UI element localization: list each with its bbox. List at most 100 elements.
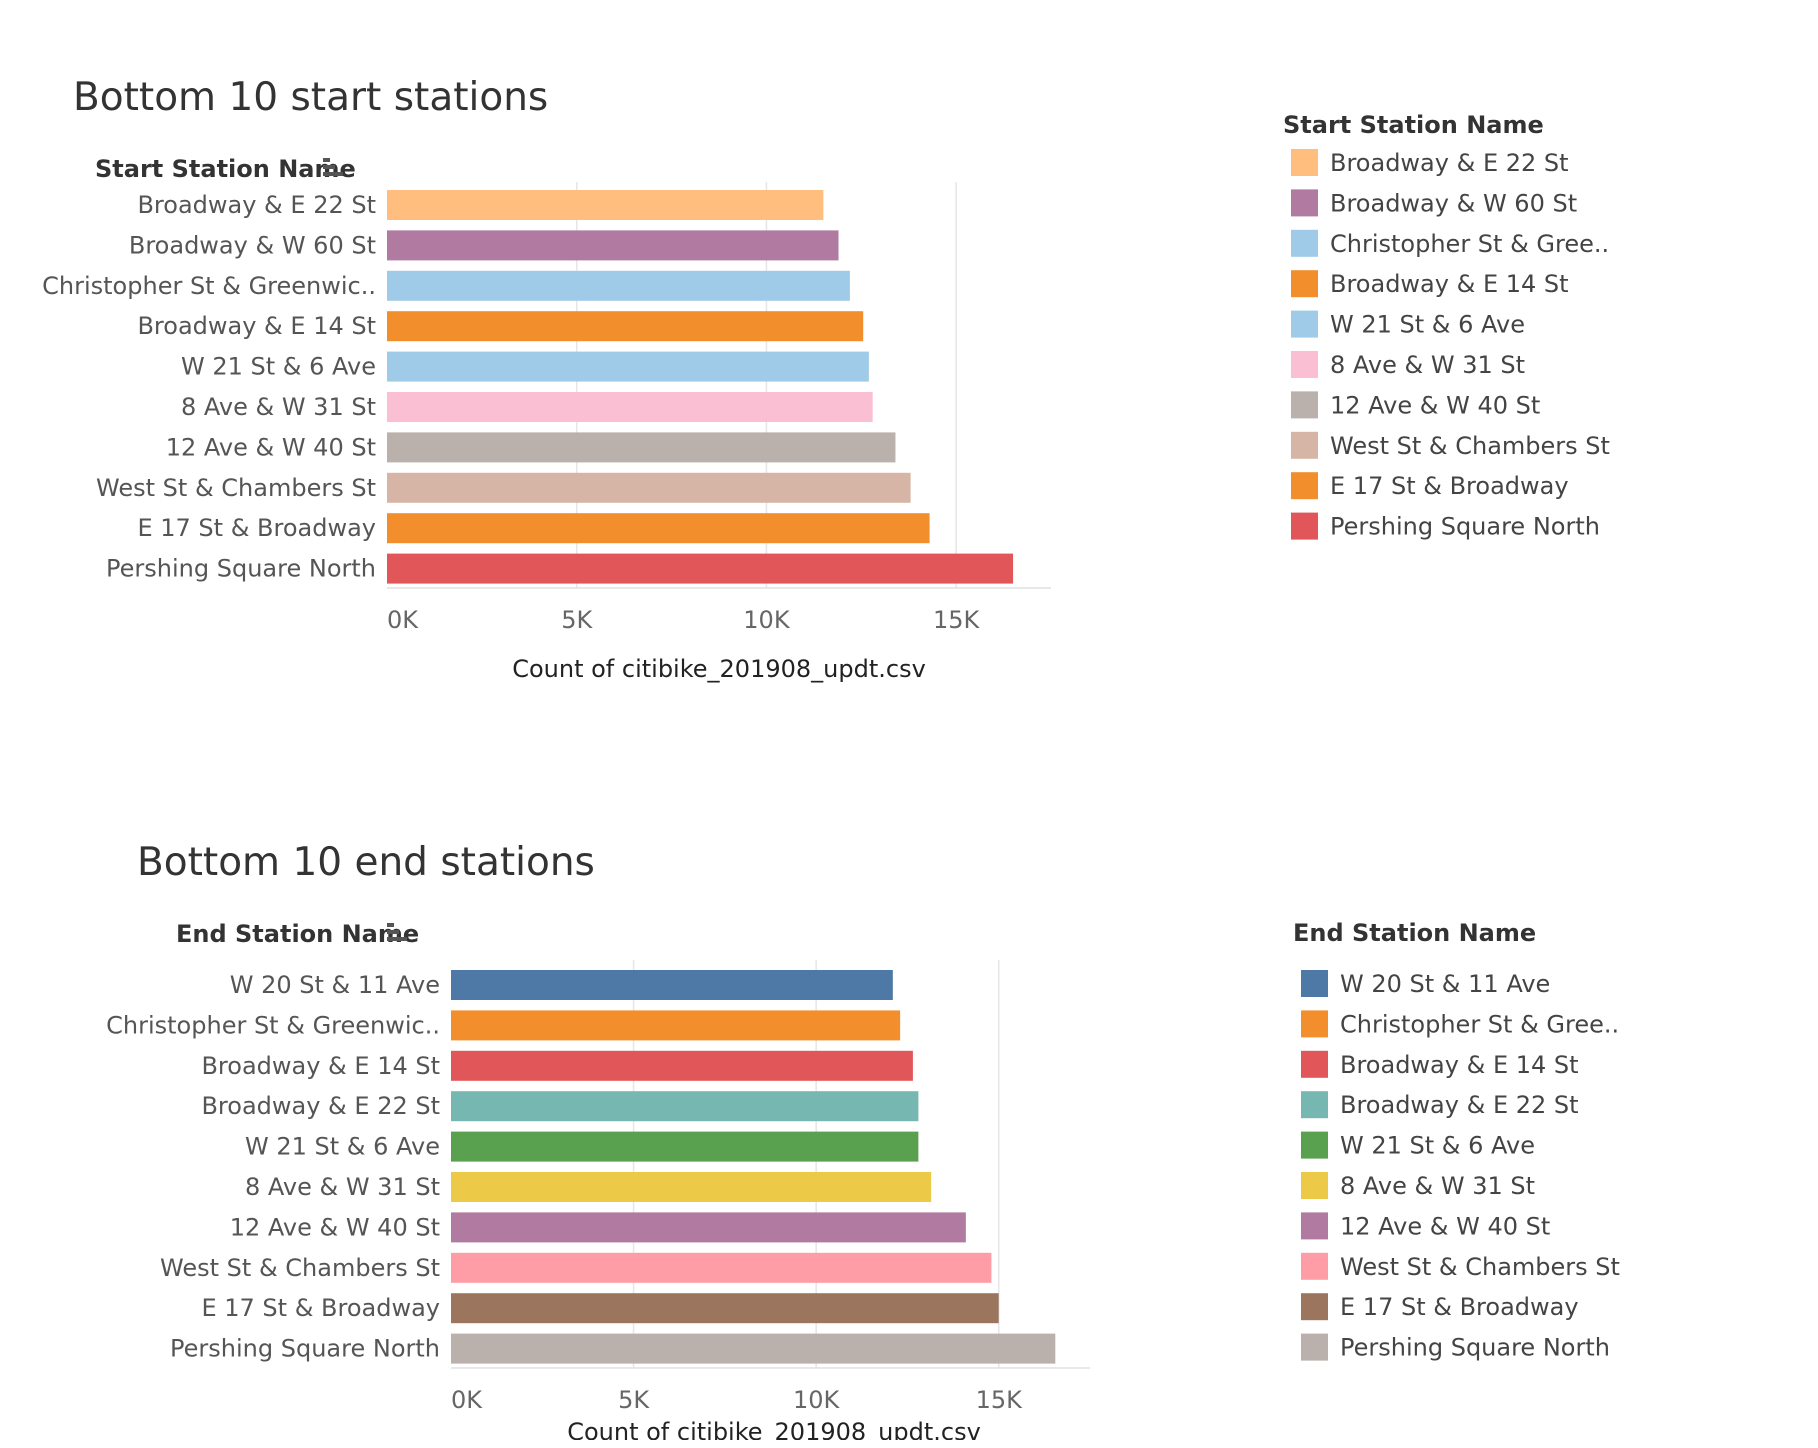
legend-swatch[interactable] — [1291, 149, 1318, 176]
bar[interactable] — [387, 392, 873, 422]
legend-label[interactable]: Pershing Square North — [1340, 1334, 1610, 1362]
legend-swatch[interactable] — [1291, 431, 1318, 459]
bars — [387, 190, 1014, 584]
x-tick-label: 10K — [743, 606, 791, 634]
category-label: 12 Ave & W 40 St — [230, 1213, 440, 1241]
category-label: West St & Chambers St — [96, 474, 376, 502]
category-label: Christopher St & Greenwic.. — [42, 272, 376, 300]
x-tick-label: 0K — [451, 1386, 483, 1414]
legend-swatch[interactable] — [1301, 1212, 1328, 1240]
bar[interactable] — [451, 1050, 913, 1081]
category-label: Pershing Square North — [106, 555, 376, 583]
x-tick-label: 15K — [976, 1386, 1024, 1414]
bar[interactable] — [387, 472, 911, 503]
legend-label[interactable]: West St & Chambers St — [1330, 432, 1610, 460]
legend-label[interactable]: West St & Chambers St — [1340, 1253, 1620, 1281]
legend-label[interactable]: Broadway & E 14 St — [1340, 1051, 1579, 1079]
bar[interactable] — [451, 1091, 919, 1122]
legend-swatch[interactable] — [1291, 270, 1318, 298]
legend-label[interactable]: W 20 St & 11 Ave — [1340, 970, 1550, 998]
category-field-title[interactable]: Start Station Name — [95, 155, 356, 183]
legend-swatch[interactable] — [1301, 1333, 1328, 1361]
bar[interactable] — [387, 553, 1014, 584]
legend-swatch[interactable] — [1291, 351, 1318, 378]
legend-label[interactable]: Christopher St & Gree.. — [1340, 1010, 1619, 1038]
x-axis-title: Count of citibike_201908_updt.csv — [567, 1418, 981, 1440]
start-stations-panel: Bottom 10 start stations Start Station N… — [0, 0, 1818, 720]
legend-swatch[interactable] — [1291, 391, 1318, 419]
legend-swatch[interactable] — [1291, 310, 1318, 338]
legend-label[interactable]: W 21 St & 6 Ave — [1330, 311, 1525, 339]
category-label: Broadway & E 22 St — [137, 191, 376, 219]
category-label: Broadway & W 60 St — [129, 231, 376, 259]
bar[interactable] — [451, 1010, 901, 1041]
legend-label[interactable]: Broadway & E 14 St — [1330, 270, 1569, 298]
bar[interactable] — [451, 1131, 919, 1162]
category-label: Pershing Square North — [170, 1335, 440, 1363]
category-field-title[interactable]: End Station Name — [176, 920, 419, 948]
legend-title: End Station Name — [1293, 919, 1536, 947]
bar[interactable] — [387, 311, 864, 342]
x-axis-title: Count of citibike_201908_updt.csv — [512, 655, 926, 683]
category-label: W 21 St & 6 Ave — [245, 1133, 440, 1161]
legend-swatch[interactable] — [1291, 229, 1318, 257]
bar[interactable] — [387, 513, 930, 544]
legend-label[interactable]: 8 Ave & W 31 St — [1330, 351, 1525, 379]
legend-swatch[interactable] — [1301, 970, 1328, 997]
bar[interactable] — [387, 351, 869, 382]
sort-icon[interactable] — [387, 923, 407, 941]
bar[interactable] — [451, 1212, 966, 1243]
category-label: 12 Ave & W 40 St — [166, 433, 376, 461]
category-labels: Broadway & E 22 St Broadway & W 60 St Chri… — [42, 191, 376, 583]
x-tick-label: 0K — [387, 606, 419, 634]
legend: W 20 St & 11 Ave Christopher St & Gree.. B… — [1301, 970, 1620, 1362]
bar[interactable] — [387, 190, 824, 220]
bar[interactable] — [451, 1333, 1056, 1364]
legend-swatch[interactable] — [1291, 189, 1318, 217]
legend-swatch[interactable] — [1291, 512, 1318, 540]
bar[interactable] — [387, 270, 850, 301]
legend-swatch[interactable] — [1301, 1091, 1328, 1119]
chart-title: Bottom 10 start stations — [73, 75, 548, 120]
bar[interactable] — [387, 432, 896, 463]
category-label: Broadway & E 22 St — [201, 1092, 440, 1120]
x-tick-label: 5K — [618, 1386, 650, 1414]
category-label: Broadway & E 14 St — [137, 312, 376, 340]
legend: Broadway & E 22 St Broadway & W 60 St Chri… — [1291, 149, 1610, 541]
legend-label[interactable]: Christopher St & Gree.. — [1330, 230, 1609, 258]
end-stations-panel: Bottom 10 end stations End Station Name … — [0, 720, 1818, 1440]
x-tick-label: 15K — [933, 606, 981, 634]
bar[interactable] — [451, 970, 893, 1000]
legend-swatch[interactable] — [1301, 1131, 1328, 1159]
legend-label[interactable]: E 17 St & Broadway — [1340, 1293, 1579, 1321]
legend-label[interactable]: W 21 St & 6 Ave — [1340, 1132, 1535, 1160]
category-label: 8 Ave & W 31 St — [245, 1173, 440, 1201]
legend-label[interactable]: E 17 St & Broadway — [1330, 472, 1569, 500]
bar[interactable] — [451, 1252, 992, 1283]
legend-swatch[interactable] — [1301, 1252, 1328, 1280]
x-tick-label: 5K — [561, 606, 593, 634]
legend-label[interactable]: Pershing Square North — [1330, 513, 1600, 541]
legend-label[interactable]: 12 Ave & W 40 St — [1330, 391, 1540, 419]
category-label: Christopher St & Greenwic.. — [106, 1011, 440, 1039]
bar[interactable] — [451, 1293, 999, 1324]
category-label: E 17 St & Broadway — [201, 1294, 440, 1322]
sort-icon[interactable] — [323, 158, 343, 176]
legend-swatch[interactable] — [1301, 1050, 1328, 1078]
start-stations-chart: Bottom 10 start stations Start Station N… — [42, 75, 1610, 683]
legend-swatch[interactable] — [1301, 1010, 1328, 1038]
legend-label[interactable]: Broadway & E 22 St — [1330, 149, 1569, 177]
legend-label[interactable]: 12 Ave & W 40 St — [1340, 1212, 1550, 1240]
legend-label[interactable]: Broadway & E 22 St — [1340, 1091, 1579, 1119]
category-labels: W 20 St & 11 Ave Christopher St & Greenwi… — [106, 971, 440, 1363]
x-tick-label: 10K — [793, 1386, 841, 1414]
legend-swatch[interactable] — [1301, 1293, 1328, 1321]
category-label: 8 Ave & W 31 St — [181, 393, 376, 421]
bar[interactable] — [387, 230, 839, 261]
bar[interactable] — [451, 1172, 932, 1202]
legend-swatch[interactable] — [1291, 472, 1318, 500]
legend-label[interactable]: Broadway & W 60 St — [1330, 189, 1577, 217]
legend-swatch[interactable] — [1301, 1172, 1328, 1199]
legend-label[interactable]: 8 Ave & W 31 St — [1340, 1172, 1535, 1200]
